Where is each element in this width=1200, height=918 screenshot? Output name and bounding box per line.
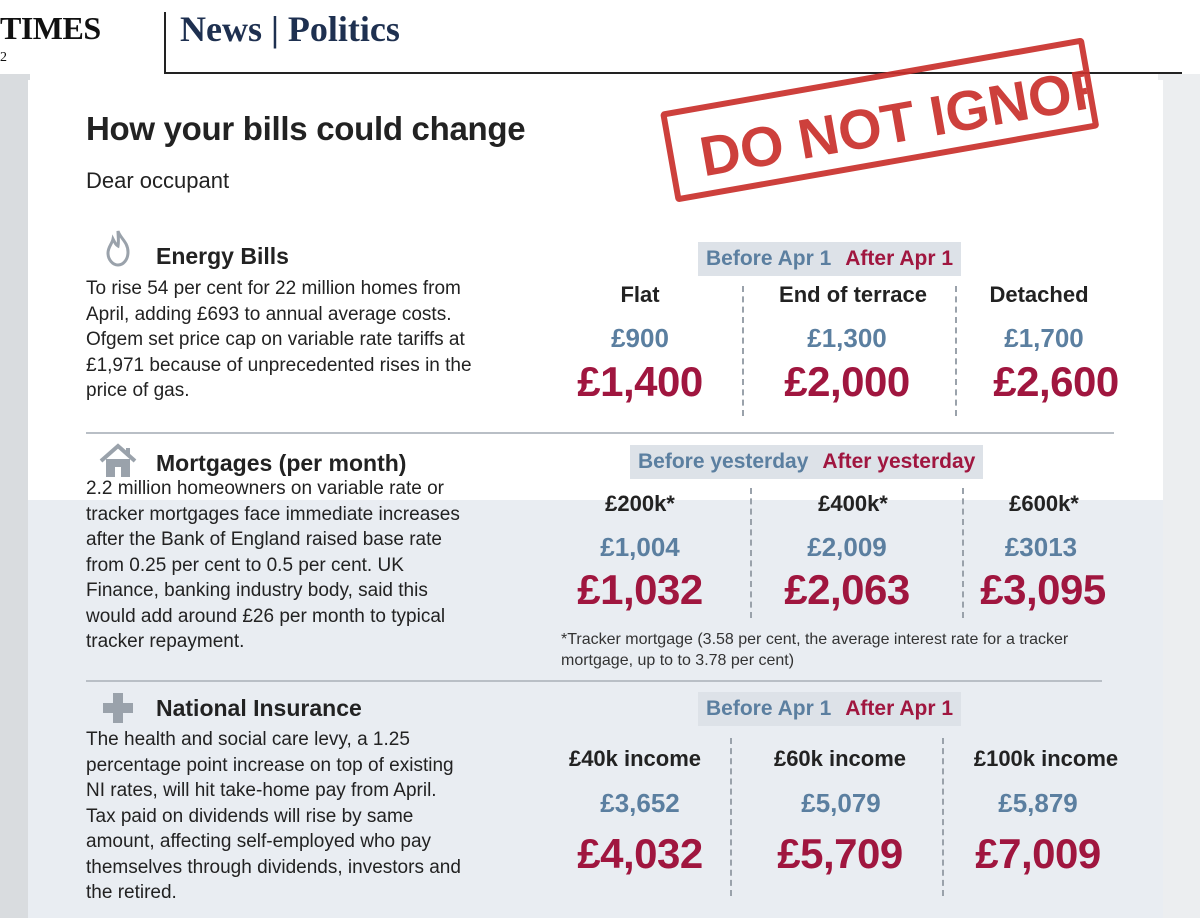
energy-detached-before: £1,700 (1004, 323, 1084, 353)
legend-before: Before Apr 1 (706, 697, 832, 720)
masthead-divider (164, 12, 166, 72)
brand-subtext: 2 (0, 50, 7, 65)
energy-flat-before: £900 (611, 323, 669, 353)
legend-before: Before Apr 1 (706, 247, 832, 270)
column-divider (730, 738, 732, 896)
energy-col-detached-label: Detached (989, 282, 1089, 307)
section-title[interactable]: News | Politics (180, 9, 400, 49)
infographic-greeting: Dear occupant (86, 168, 230, 193)
column-divider (942, 738, 944, 896)
mortgage-200k-before: £1,004 (600, 532, 680, 562)
national-insurance-title: National Insurance (156, 695, 362, 721)
mortgage-footnote: *Tracker mortgage (3.58 per cent, the av… (561, 631, 1069, 669)
mortgages-legend: Before yesterday After yesterday (630, 445, 984, 479)
national-insurance-description: The health and social care levy, a 1.25 … (86, 729, 461, 903)
flame-icon (98, 228, 138, 268)
infographic-shaded-area (28, 500, 1163, 918)
mortgage-400k-before: £2,009 (807, 532, 887, 562)
ni-col-100k-label: £100k income (973, 746, 1119, 771)
mortgage-400k-after: £2,063 (784, 566, 910, 613)
mortgage-600k-before: £3013 (1004, 532, 1078, 562)
brand-logo[interactable]: TIMES (0, 10, 101, 46)
mortgage-200k-after: £1,032 (577, 566, 703, 613)
mortgage-600k-after: £3,095 (980, 566, 1106, 613)
mortgages-title: Mortgages (per month) (156, 450, 407, 476)
energy-terrace-after: £2,000 (784, 358, 910, 405)
column-divider (962, 488, 964, 618)
column-divider (955, 286, 957, 416)
legend-after: After Apr 1 (845, 247, 954, 270)
energy-col-flat-label: Flat (620, 282, 660, 307)
ni-col-40k-label: £40k income (568, 746, 702, 771)
ni-100k-after: £7,009 (975, 830, 1101, 877)
mortgage-col-600k-label: £600k* (1009, 491, 1079, 516)
mortgage-col-400k-label: £400k* (818, 491, 888, 516)
legend-after: After yesterday (822, 450, 976, 473)
mortgages-description: 2.2 million homeowners on variable rate … (86, 478, 460, 652)
energy-terrace-before: £1,300 (807, 323, 887, 353)
plus-icon (100, 690, 140, 730)
ni-100k-before: £5,879 (998, 788, 1078, 818)
ni-col-60k-label: £60k income (773, 746, 907, 771)
energy-col-terrace-label: End of terrace (779, 282, 927, 307)
energy-bills-description: To rise 54 per cent for 22 million homes… (86, 278, 472, 401)
page-shadow-right (1158, 74, 1200, 918)
ni-40k-before: £3,652 (600, 788, 680, 818)
page-shadow-left (0, 74, 30, 918)
national-insurance-legend: Before Apr 1 After Apr 1 (698, 692, 962, 726)
ni-60k-before: £5,079 (801, 788, 881, 818)
masthead-rule (164, 72, 1182, 74)
house-icon (98, 441, 138, 481)
energy-flat-after: £1,400 (577, 358, 703, 405)
legend-after: After Apr 1 (845, 697, 954, 720)
mortgage-col-200k-label: £200k* (605, 491, 675, 516)
ni-60k-after: £5,709 (777, 830, 903, 877)
energy-detached-after: £2,600 (993, 358, 1119, 405)
ni-40k-after: £4,032 (577, 830, 703, 877)
section-separator (86, 680, 1102, 682)
energy-legend: Before Apr 1 After Apr 1 (698, 242, 962, 276)
column-divider (750, 488, 752, 618)
column-divider (742, 286, 744, 416)
energy-bills-title: Energy Bills (156, 243, 289, 269)
masthead (0, 0, 1200, 74)
legend-before: Before yesterday (638, 450, 809, 473)
section-separator (86, 432, 1114, 434)
infographic-headline: How your bills could change (86, 110, 526, 147)
